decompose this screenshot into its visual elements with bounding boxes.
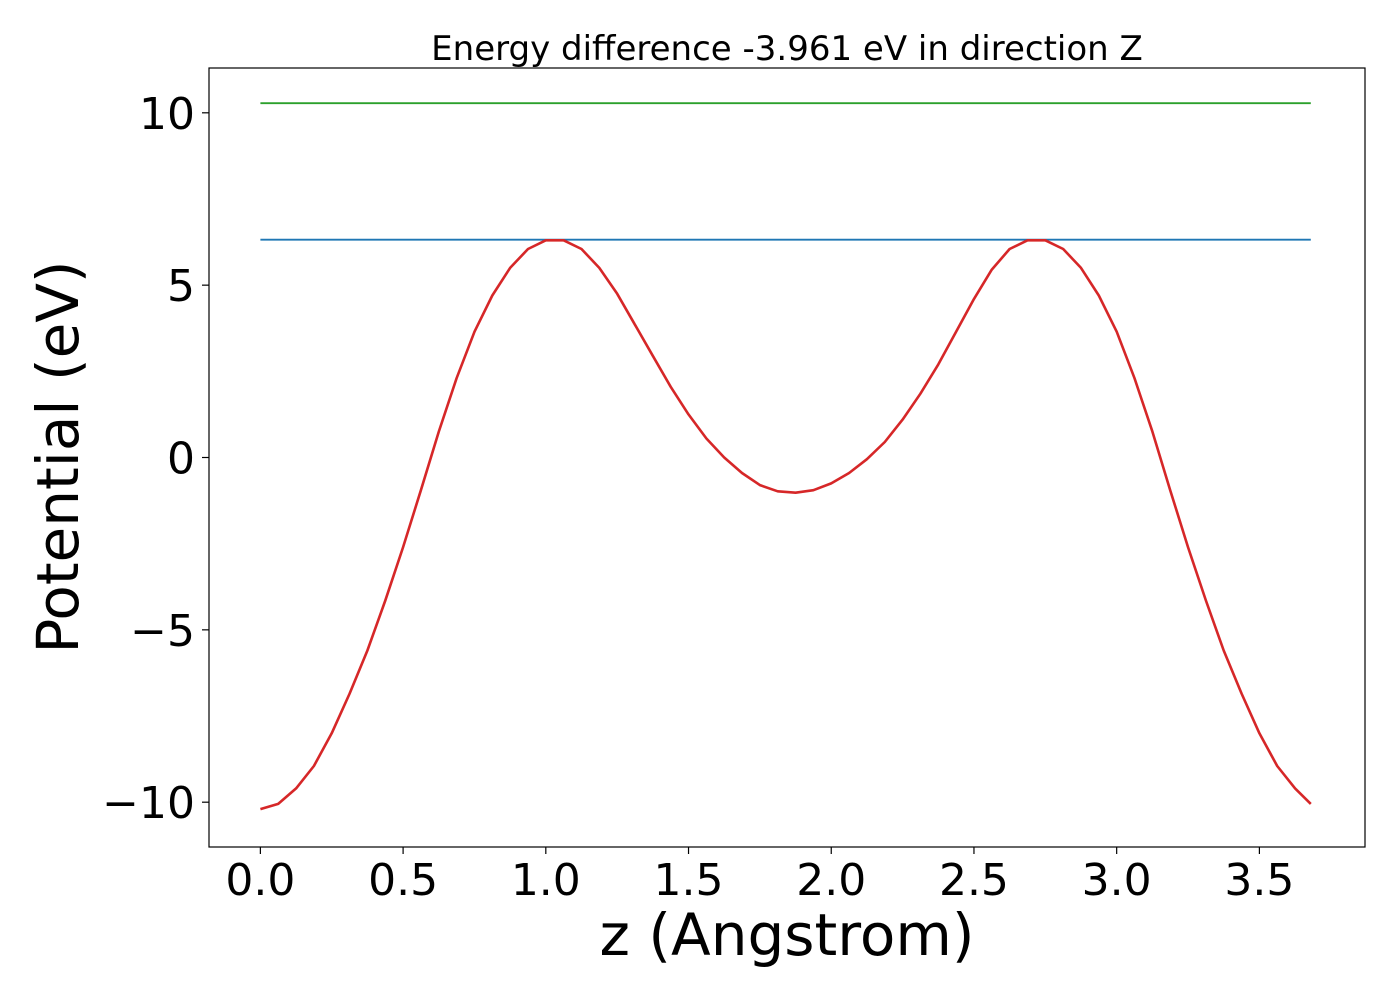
x-tick-label: 1.5 <box>654 855 724 906</box>
x-tick-label: 2.5 <box>939 855 1009 906</box>
x-axis-label: z (Angstrom) <box>600 901 975 969</box>
chart-title: Energy difference -3.961 eV in direction… <box>431 29 1143 69</box>
x-tick-label: 2.0 <box>796 855 866 906</box>
x-axis-ticks: 0.0 0.5 1.0 1.5 2.0 2.5 3.0 3.5 <box>225 847 1294 906</box>
y-tick-label: 10 <box>139 89 195 140</box>
y-axis-label: Potential (eV) <box>24 260 92 653</box>
x-tick-label: 3.5 <box>1224 855 1294 906</box>
plot-area-frame <box>208 67 1366 848</box>
y-tick-label: −10 <box>102 778 195 829</box>
x-tick-label: 1.0 <box>511 855 581 906</box>
series-layer <box>260 102 1312 811</box>
y-tick-label: 5 <box>167 261 195 312</box>
y-axis-ticks: −10 −5 0 5 10 <box>102 89 209 829</box>
x-tick-label: 3.0 <box>1082 855 1152 906</box>
y-tick-label: 0 <box>167 434 195 485</box>
y-tick-label: −5 <box>130 606 195 657</box>
series-line-red <box>260 239 1312 811</box>
x-tick-label: 0.0 <box>225 855 295 906</box>
x-tick-label: 0.5 <box>368 855 438 906</box>
